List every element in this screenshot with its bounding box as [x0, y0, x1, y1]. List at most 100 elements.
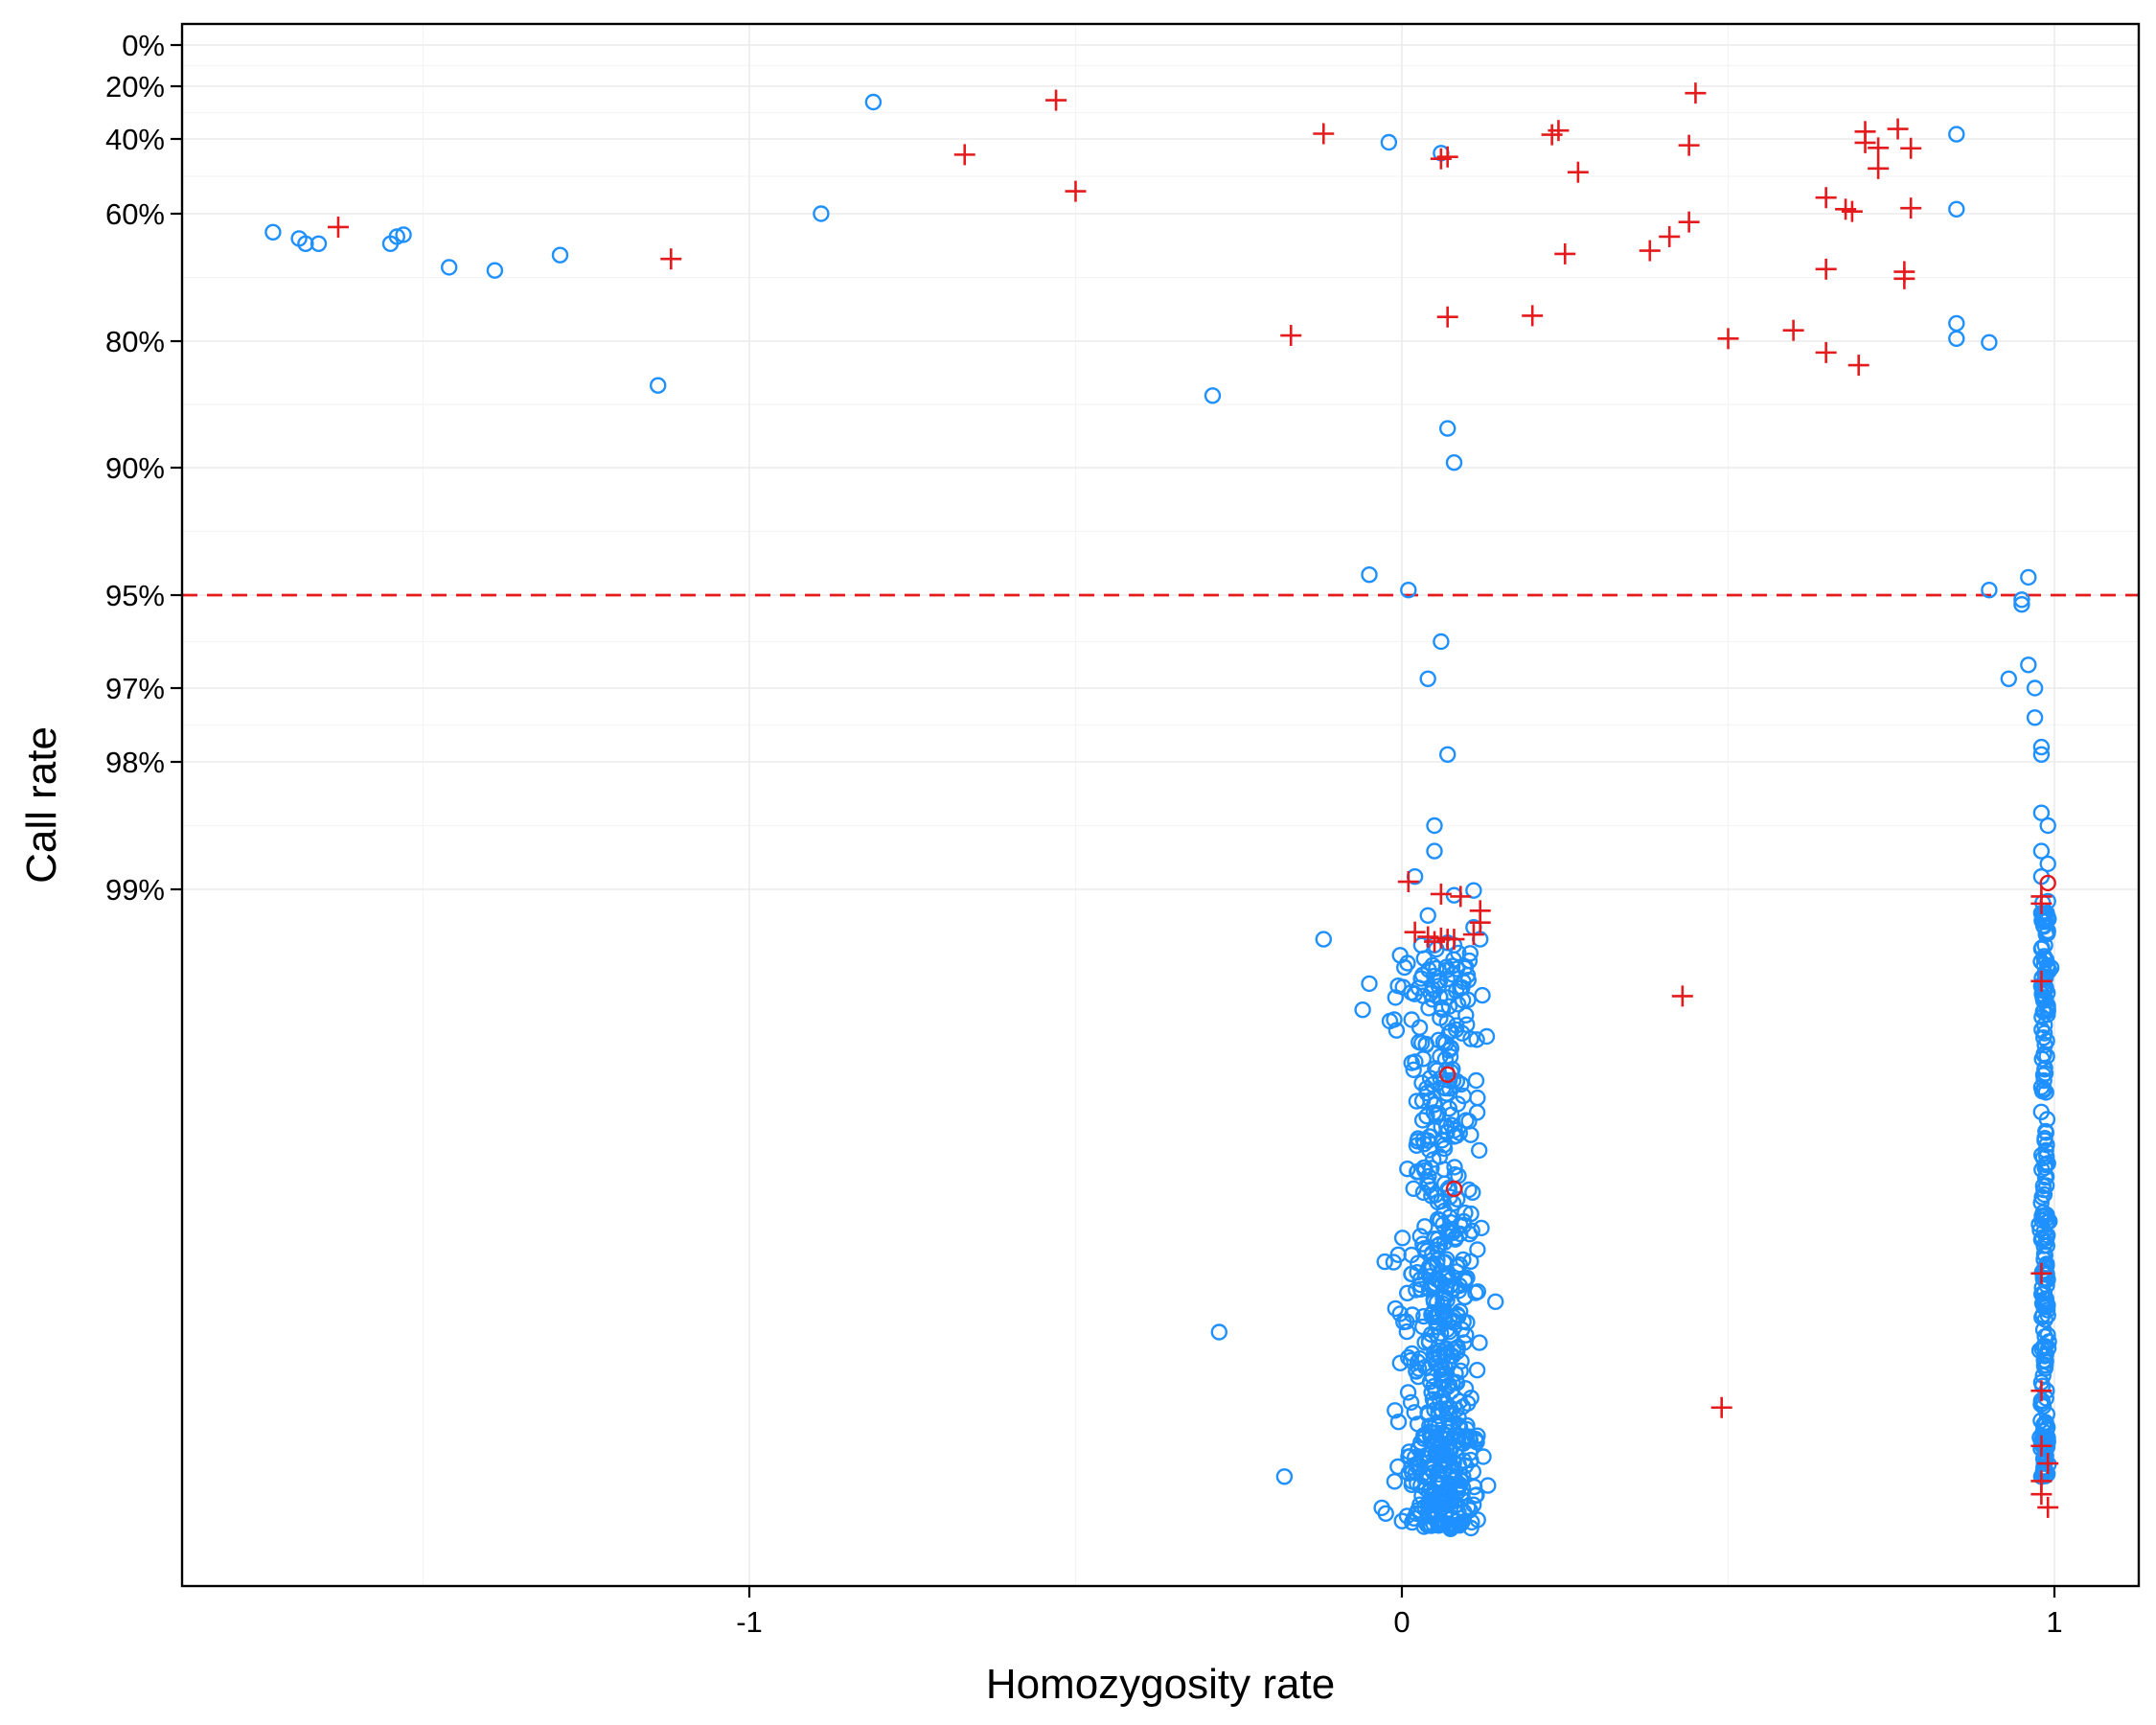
- cross-point: [1841, 200, 1863, 222]
- circle-point: [1402, 1393, 1420, 1412]
- circle-point: [2038, 1301, 2056, 1319]
- circle-point: [1454, 1024, 1471, 1042]
- circle-point: [2020, 568, 2037, 586]
- circle-point: [1456, 958, 1475, 976]
- circle-point: [1434, 1132, 1451, 1149]
- circle-point: [1398, 1322, 1416, 1341]
- circle-point: [1452, 1515, 1469, 1532]
- circle-point: [2036, 1338, 2054, 1355]
- circle-point: [1403, 1476, 1421, 1494]
- circle-point: [264, 223, 282, 242]
- circle-point: [2036, 1262, 2053, 1280]
- cross-point: [1443, 929, 1465, 951]
- circle-point: [1464, 1496, 1482, 1513]
- circle-point: [2020, 656, 2037, 674]
- circle-point: [1438, 1267, 1456, 1284]
- y-tick-label: 90%: [105, 451, 165, 485]
- circle-point: [1420, 961, 1437, 978]
- circle-point: [1380, 133, 1398, 151]
- cross-point: [1404, 921, 1426, 943]
- circle-point: [1981, 334, 1998, 351]
- circle-point: [1459, 1394, 1477, 1413]
- flagged-circle-point: [1438, 1066, 1456, 1084]
- circle-point: [1443, 1491, 1461, 1509]
- y-axis-title: Call rate: [18, 726, 65, 884]
- circle-point: [2038, 1111, 2056, 1128]
- circle-point: [1449, 1190, 1466, 1208]
- circle-point: [1486, 1293, 1504, 1311]
- circle-point: [1405, 1509, 1423, 1528]
- circle-point: [2035, 1081, 2053, 1099]
- circle-point: [2034, 1397, 2053, 1415]
- cross-point: [1900, 137, 1922, 159]
- circle-point: [1419, 670, 1436, 687]
- circle-point: [1426, 1277, 1444, 1295]
- circle-point: [1470, 1141, 1488, 1160]
- cross-point: [1522, 305, 1544, 327]
- cross-point: [1868, 137, 1890, 159]
- circle-point: [1427, 1186, 1444, 1204]
- circle-point: [1454, 991, 1472, 1009]
- circle-point: [1440, 1404, 1458, 1422]
- circle-point: [551, 246, 569, 264]
- circle-point: [1457, 1112, 1475, 1129]
- circle-point: [1444, 1060, 1461, 1078]
- circle-point: [1438, 420, 1456, 437]
- circle-point: [1460, 1225, 1479, 1243]
- circle-point: [1411, 1033, 1428, 1051]
- data-points: [264, 82, 2060, 1538]
- circle-point: [2032, 1230, 2051, 1249]
- circle-point: [1425, 1104, 1443, 1121]
- circle-point: [1361, 975, 1378, 993]
- y-tick-label: 97%: [105, 672, 165, 705]
- circle-point: [1405, 1061, 1422, 1079]
- circle-point: [1421, 1515, 1439, 1532]
- circle-point: [1393, 1230, 1411, 1247]
- circle-point: [1418, 1080, 1435, 1097]
- circle-point: [2032, 1078, 2051, 1096]
- circle-point: [2026, 679, 2044, 697]
- circle-point: [1403, 1265, 1420, 1283]
- circle-point: [2039, 1002, 2056, 1020]
- circle-point: [2032, 940, 2051, 957]
- circle-point: [1416, 1218, 1434, 1235]
- circle-point: [1361, 566, 1378, 584]
- y-tick-label: 20%: [105, 70, 165, 104]
- circle-point: [1456, 1272, 1474, 1289]
- cross-point: [1567, 161, 1589, 183]
- circle-point: [1406, 1449, 1424, 1466]
- circle-point: [2039, 958, 2056, 977]
- cross-point: [1815, 341, 1837, 363]
- x-axis-title: Homozygosity rate: [986, 1661, 1335, 1708]
- circle-point: [1478, 1027, 1496, 1046]
- circle-point: [1455, 1251, 1472, 1269]
- circle-point: [1444, 1071, 1462, 1090]
- circle-point: [1468, 1031, 1485, 1048]
- x-tick-label: 1: [2046, 1605, 2062, 1639]
- circle-point: [2035, 1024, 2053, 1042]
- cross-point: [1678, 134, 1700, 156]
- cross-point: [2037, 1496, 2059, 1518]
- circle-point: [1381, 1012, 1399, 1030]
- circle-point: [1389, 1458, 1407, 1476]
- cross-point: [1065, 180, 1087, 202]
- circle-point: [2034, 1367, 2052, 1385]
- circle-point: [1435, 1175, 1454, 1192]
- circle-point: [1431, 1305, 1448, 1322]
- cross-point: [1887, 118, 1909, 140]
- cross-point: [1710, 1396, 1732, 1418]
- cross-point: [1815, 258, 1837, 280]
- cross-point: [327, 216, 349, 238]
- circle-point: [2013, 591, 2030, 609]
- circle-point: [1467, 1284, 1484, 1301]
- y-tick-label: 98%: [105, 746, 165, 779]
- cross-point: [1450, 886, 1472, 908]
- cross-point: [1717, 328, 1739, 350]
- circle-point: [1397, 1313, 1415, 1330]
- x-tick-label: -1: [736, 1605, 763, 1639]
- circle-point: [1413, 1112, 1432, 1129]
- circle-point: [2039, 816, 2056, 835]
- circle-point: [1426, 1344, 1443, 1362]
- circle-point: [1457, 1430, 1476, 1448]
- circle-point: [1440, 1042, 1457, 1059]
